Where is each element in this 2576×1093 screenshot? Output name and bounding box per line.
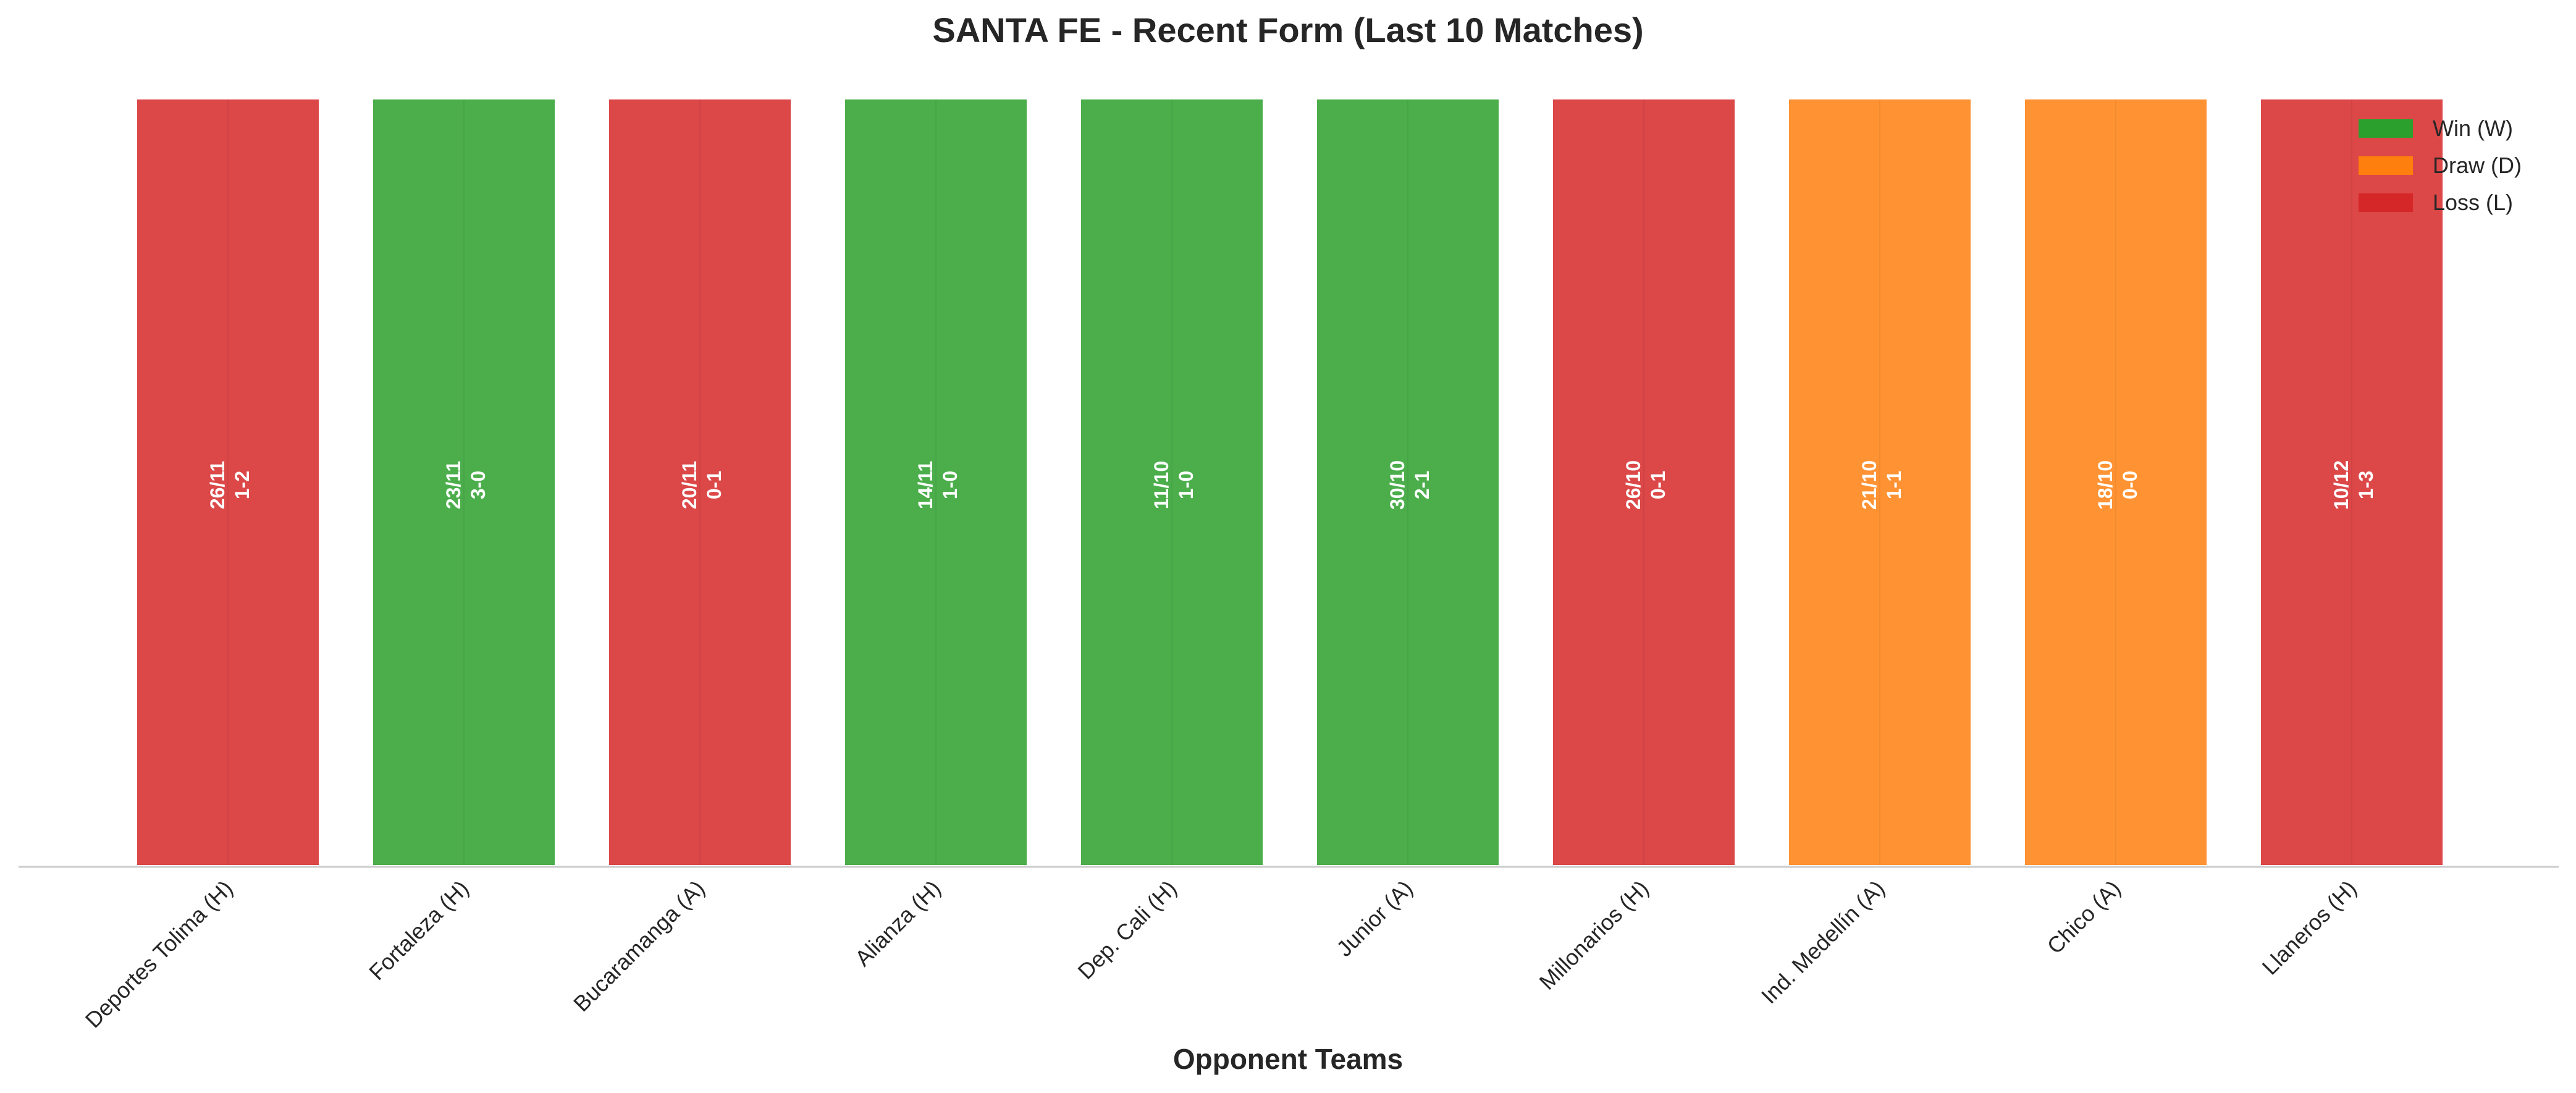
- bar-score-label: 0-1: [703, 471, 725, 499]
- bar-date-label: 30/10: [1386, 460, 1408, 510]
- x-tick-label: Deportes Tolima (H): [80, 876, 238, 1033]
- bars-layer: 26/11 1-2 23/11 3-0 20/11 0-1 14/11 1-0 11/10 1-0…: [133, 96, 2446, 869]
- bar-score-label: 3-0: [467, 471, 489, 499]
- bar-date-label: 11/10: [1150, 461, 1172, 509]
- bar-date-label: 21/10: [1858, 460, 1880, 510]
- bar-score-label: 0-1: [1647, 471, 1669, 499]
- bar-6: [1313, 96, 1502, 869]
- bar-score-label: 0-0: [2119, 471, 2141, 499]
- bar-data-label: 14/11 1-0: [914, 461, 961, 509]
- x-tick-label: Ind. Medellín (A): [1756, 876, 1890, 1009]
- legend-label: Draw (D): [2433, 153, 2522, 178]
- chart-title: SANTA FE - Recent Form (Last 10 Matches): [932, 11, 1643, 49]
- x-tick-label: Fortaleza (H): [364, 876, 474, 985]
- bar-2: [369, 96, 558, 869]
- bar-data-label: 11/10 1-0: [1150, 461, 1197, 509]
- x-tick-label: Llaneros (H): [2257, 876, 2362, 980]
- bar-data-label: 30/10 2-1: [1386, 460, 1433, 510]
- bar-data-label: 18/10 0-0: [2094, 460, 2141, 510]
- bar-date-label: 10/12: [2330, 460, 2352, 510]
- bar-date-label: 23/11: [442, 461, 465, 509]
- bar-date-label: 20/11: [678, 461, 701, 509]
- bar-date-label: 26/10: [1622, 460, 1644, 510]
- x-tick-label: Junior (A): [1331, 876, 1417, 961]
- bar-score-label: 1-2: [231, 471, 253, 499]
- bar-score-label: 1-1: [1883, 471, 1905, 499]
- x-tick-labels: Deportes Tolima (H) Fortaleza (H) Bucarama…: [80, 876, 2362, 1033]
- bar-7: [1549, 96, 1738, 869]
- x-axis-label: Opponent Teams: [1173, 1043, 1403, 1075]
- bar-date-label: 18/10: [2094, 460, 2116, 510]
- legend-label: Loss (L): [2433, 190, 2513, 215]
- x-tick-label: Dep. Cali (H): [1073, 876, 1182, 984]
- bar-3: [605, 96, 794, 869]
- bar-1: [133, 96, 322, 869]
- bar-data-label: 26/10 0-1: [1622, 460, 1669, 510]
- bar-date-label: 14/11: [914, 461, 937, 509]
- bar-4: [841, 96, 1030, 869]
- bar-data-label: 10/12 1-3: [2330, 460, 2377, 510]
- bar-date-label: 26/11: [206, 461, 229, 509]
- bar-5: [1077, 96, 1266, 869]
- bar-score-label: 1-0: [939, 471, 961, 499]
- legend-swatch: [2359, 156, 2413, 175]
- bar-score-label: 1-0: [1175, 471, 1197, 499]
- x-tick-label: Millonarios (H): [1534, 876, 1654, 995]
- bar-data-label: 23/11 3-0: [442, 461, 489, 509]
- x-tick-label: Alianza (H): [850, 876, 946, 971]
- bar-score-label: 2-1: [1411, 471, 1433, 499]
- bar-score-label: 1-3: [2355, 471, 2377, 499]
- bar-data-label: 26/11 1-2: [206, 461, 253, 509]
- legend-label: Win (W): [2433, 116, 2513, 141]
- legend: Win (W) Draw (D) Loss (L): [2359, 116, 2522, 215]
- bar-data-label: 20/11 0-1: [678, 461, 725, 509]
- bar-data-label: 21/10 1-1: [1858, 460, 1905, 510]
- bar-10: [2257, 96, 2446, 869]
- x-tick-label: Bucaramanga (A): [568, 876, 709, 1016]
- legend-swatch: [2359, 193, 2413, 212]
- x-tick-label: Chico (A): [2042, 876, 2126, 959]
- legend-swatch: [2359, 119, 2413, 138]
